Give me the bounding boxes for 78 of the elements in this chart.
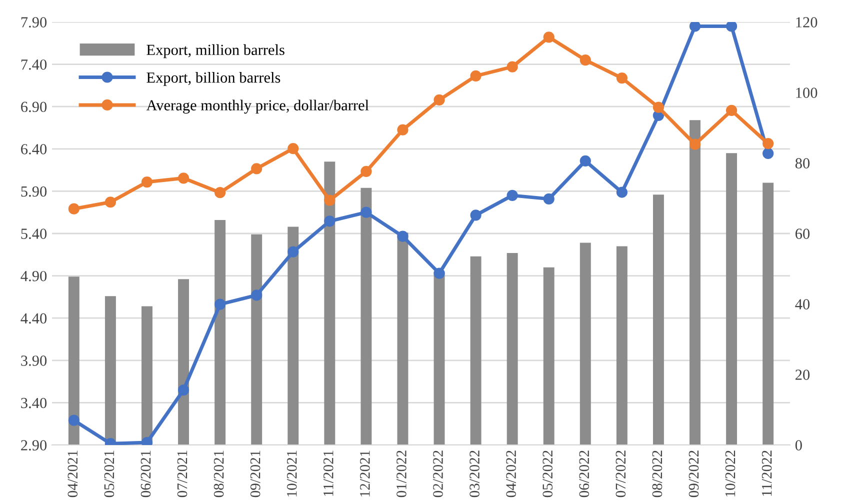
point — [726, 22, 738, 32]
x-tick-label: 02/2022 — [433, 450, 443, 498]
point — [251, 290, 262, 301]
point — [104, 196, 116, 208]
point — [580, 54, 591, 66]
x-tick-label: 10/2021 — [286, 450, 297, 496]
y-tick-label: 4.40 — [20, 313, 47, 324]
point — [214, 187, 226, 198]
y-tick-label: 5.40 — [21, 228, 47, 240]
point — [288, 142, 299, 154]
x-tick-label: 04/2021 — [68, 450, 78, 498]
x-tick-label: 12/2021 — [360, 450, 370, 496]
point — [543, 193, 554, 205]
x-tick-label: 08/2022 — [652, 450, 662, 498]
x-tick-label: 04/2022 — [506, 450, 516, 498]
y-tick-label: 3.90 — [21, 356, 47, 366]
x-tick-label: 09/2021 — [250, 450, 260, 498]
point — [652, 102, 664, 113]
point — [360, 206, 372, 218]
legend-label: Export, billion barrels — [146, 72, 280, 86]
point — [506, 61, 518, 72]
y-tick-label: 2.90 — [21, 440, 47, 451]
x-tick-label: 09/2022 — [688, 450, 699, 498]
point — [324, 194, 336, 206]
legend-label: Export, million barrels — [146, 44, 284, 58]
point — [470, 210, 482, 221]
point — [470, 70, 482, 82]
y2-tick-label: 20 — [796, 370, 810, 380]
point — [251, 163, 262, 174]
y2-tick-label: 80 — [795, 158, 810, 168]
y-tick-label: 6.40 — [21, 144, 47, 154]
y2-tick-label: 0 — [795, 440, 802, 450]
y2-tick-label: 100 — [796, 88, 818, 98]
x-tick-label: 10/2022 — [725, 450, 736, 496]
point — [141, 176, 153, 188]
point — [543, 32, 554, 43]
y-tick-label: 5.90 — [21, 186, 47, 197]
x-tick-label: 05/2021 — [104, 450, 114, 498]
point — [397, 230, 408, 242]
point — [434, 268, 445, 279]
point — [689, 138, 701, 150]
point — [324, 216, 336, 227]
x-tick-label: 08/2021 — [214, 450, 224, 498]
point — [616, 72, 628, 84]
x-tick-label: 11/2021 — [323, 450, 334, 496]
x-tick-label: 06/2021 — [140, 450, 151, 498]
x-tick-label: 06/2022 — [579, 450, 590, 498]
y-tick-label: 4.90 — [20, 270, 47, 282]
x-tick-label: 03/2022 — [470, 450, 480, 498]
point — [580, 155, 591, 166]
point — [214, 298, 226, 310]
point — [178, 172, 190, 184]
y-tick-label: 3.40 — [21, 398, 47, 408]
point — [434, 94, 445, 106]
point — [726, 104, 738, 116]
point — [762, 138, 774, 150]
legend-label: Average monthly price, dollar/barrel — [146, 100, 369, 114]
point — [68, 414, 80, 426]
point — [360, 166, 372, 178]
point — [68, 203, 80, 214]
y2-tick-label: 40 — [795, 299, 810, 310]
y-tick-label: 6.90 — [21, 102, 47, 112]
point — [689, 22, 701, 32]
x-tick-label: 05/2022 — [542, 450, 553, 498]
y2-tick-label: 120 — [796, 17, 818, 28]
point — [506, 190, 518, 201]
point — [288, 246, 299, 258]
x-tick-label: 11/2022 — [762, 450, 772, 496]
point — [616, 186, 628, 198]
point — [178, 384, 190, 396]
point — [397, 124, 408, 136]
x-tick-label: 01/2022 — [396, 450, 406, 498]
x-tick-label: 07/2022 — [616, 450, 626, 498]
y-tick-label: 7.40 — [21, 59, 47, 70]
y2-tick-label: 60 — [796, 228, 810, 239]
x-tick-label: 07/2021 — [177, 450, 188, 498]
point — [762, 148, 774, 160]
y-tick-label: 7.90 — [21, 17, 47, 28]
